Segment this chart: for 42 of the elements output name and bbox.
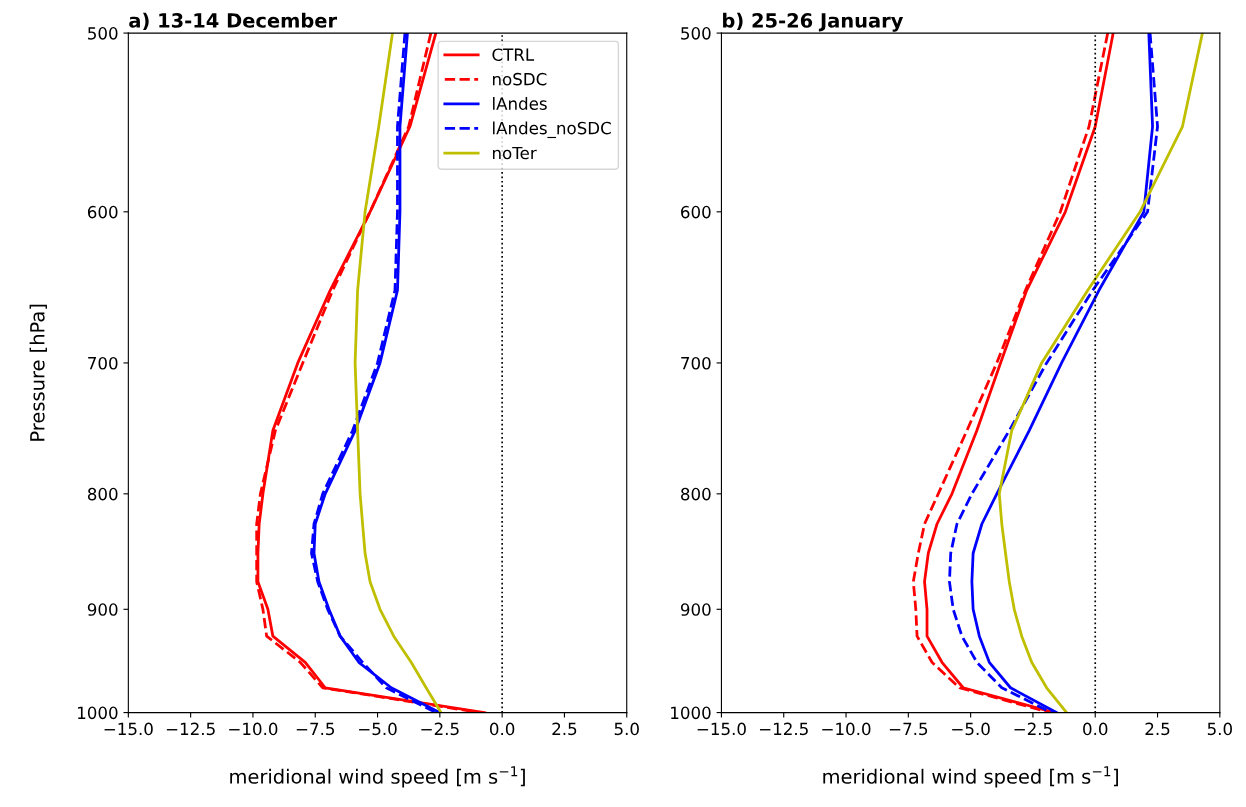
- legend-label: noSDC: [492, 72, 547, 86]
- x-tick-label: −12.5: [759, 722, 808, 736]
- legend-label: lAndes: [493, 97, 547, 110]
- y-tick-label: 1000: [78, 706, 118, 720]
- x-tick-label: −2.5: [1014, 722, 1052, 736]
- x-tick-label: −5.0: [359, 722, 397, 736]
- x-tick-label: −10.0: [229, 722, 278, 736]
- x-tick-label: −15.0: [104, 722, 153, 736]
- x-tick-label: 2.5: [1145, 722, 1170, 736]
- x-tick-label: 0.0: [1083, 722, 1108, 736]
- x-tick-label: −2.5: [421, 722, 459, 736]
- y-tick-label: 500: [681, 27, 711, 40]
- y-axis-title: Pressure [hPa]: [29, 304, 47, 441]
- x-axis-title: meridional wind speed [m s$^{−1}$]: [823, 766, 1118, 788]
- x-tick-label: 0.0: [489, 722, 515, 736]
- x-tick-label: −12.5: [166, 722, 215, 736]
- y-tick-label: 900: [87, 603, 118, 616]
- chart-title: a) 13-14 December: [129, 12, 338, 31]
- legend-label: noTer: [492, 146, 537, 160]
- line-series: [353, 33, 443, 713]
- y-tick-label: 800: [681, 487, 711, 501]
- x-tick-label: 5.0: [1207, 722, 1232, 736]
- x-axis-title: meridional wind speed [m s$^{−1}$]: [230, 766, 525, 788]
- x-tick-label: −10.0: [822, 722, 871, 736]
- chart-title: b) 25-26 January: [723, 12, 904, 32]
- line-series: [997, 33, 1204, 713]
- y-tick-label: 700: [681, 356, 711, 370]
- x-tick-label: −15.0: [697, 722, 746, 736]
- x-tick-label: −7.5: [296, 722, 335, 736]
- y-tick-label: 1000: [671, 706, 711, 720]
- legend-label: CTRL: [492, 48, 535, 61]
- x-tick-label: −5.0: [952, 722, 990, 736]
- y-tick-label: 500: [88, 27, 118, 40]
- y-tick-label: 700: [88, 356, 118, 370]
- y-tick-label: 600: [87, 205, 118, 219]
- y-tick-label: 900: [680, 603, 711, 616]
- y-tick-label: 800: [87, 487, 118, 501]
- x-tick-label: 2.5: [552, 722, 577, 736]
- x-tick-label: −7.5: [889, 722, 928, 736]
- legend-label: lAndes_noSDC: [493, 121, 611, 139]
- x-tick-label: 5.0: [614, 722, 639, 736]
- y-tick-label: 600: [681, 205, 711, 219]
